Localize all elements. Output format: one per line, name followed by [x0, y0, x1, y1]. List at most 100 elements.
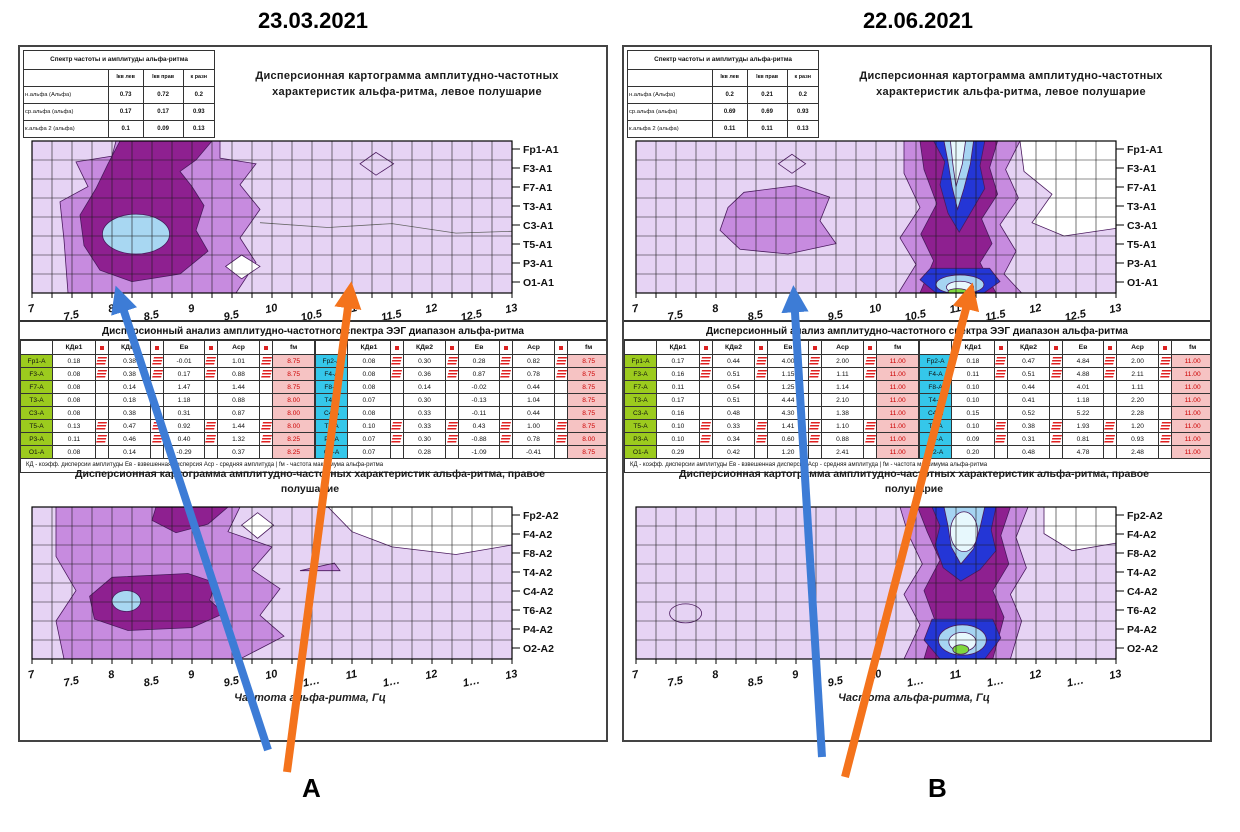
analysis-col-header: КДв1	[52, 340, 96, 355]
analysis-fm-value: 11.00	[876, 419, 919, 433]
analysis-value: 0.10	[951, 419, 995, 433]
cartogram-right-hemisphere-channel-label: Fp2-A2	[1127, 510, 1163, 522]
analysis-row: Fp1-A 0.18 0.38 -0.01 1.01 8.75	[20, 354, 315, 368]
analysis-value: 1.00	[511, 419, 556, 433]
analysis-marker-cell	[1158, 393, 1173, 407]
analysis-value: 4.88	[1062, 367, 1104, 381]
analysis-marker-cell	[698, 419, 713, 433]
cartogram-left-hemisphere-contour-4	[224, 254, 261, 280]
analysis-row: F3-A 0.16 0.51 1.15 1.11 11.00	[624, 367, 919, 381]
stats-table-title: Спектр частоты и амплитуды альфа-ритма	[23, 50, 215, 70]
cartogram-left-hemisphere-xtick: 7.5	[667, 308, 685, 323]
red-squiggle-icon	[1159, 357, 1171, 365]
analysis-marker-cell	[1158, 367, 1173, 381]
analysis-marker-header	[1049, 340, 1064, 355]
red-squiggle-icon	[391, 435, 403, 443]
left-hemisphere-chart-title: Дисперсионная картограмма амплитудно-час…	[859, 70, 1163, 98]
analysis-value: 0.51	[1006, 367, 1051, 381]
analysis-value: 4.84	[1062, 354, 1104, 368]
analysis-row: O1-A 0.29 0.42 1.20 2.41 11.00	[624, 445, 919, 459]
analysis-marker-header	[259, 340, 274, 355]
analysis-value: 0.08	[52, 367, 96, 381]
analysis-value: 0.14	[107, 445, 152, 459]
analysis-marker-cell	[150, 445, 165, 459]
analysis-marker-cell	[203, 367, 218, 381]
analysis-value: 0.08	[52, 380, 96, 394]
red-squiggle-icon	[96, 370, 108, 378]
analysis-marker-cell	[807, 380, 822, 394]
analysis-value: -0.29	[163, 445, 205, 459]
analysis-marker-cell	[94, 432, 109, 446]
analysis-fm-value: 8.75	[272, 380, 315, 394]
analysis-marker-cell	[1102, 380, 1117, 394]
analysis-fm-value: 8.75	[567, 419, 606, 433]
analysis-marker-cell	[203, 380, 218, 394]
stats-col-header: к разн	[786, 69, 820, 87]
cartogram-right-hemisphere-channel-label: T6-A2	[523, 605, 552, 617]
analysis-fm-value: 8.75	[567, 354, 606, 368]
analysis-marker-cell	[554, 432, 569, 446]
cartogram-right-hemisphere-contour-4	[111, 590, 142, 612]
red-squiggle-icon	[391, 357, 403, 365]
analysis-section: КДв1 КДв2 Ев Аср fм Fp1-A 0.17 0.44 4.00 2.00 11.0…	[624, 340, 1210, 473]
cartogram-right-hemisphere-channel-label: C4-A2	[1127, 586, 1158, 598]
analysis-channel-label: T5-A	[624, 419, 658, 433]
analysis-marker-header	[94, 340, 109, 355]
red-squiggle-icon	[995, 370, 1007, 378]
red-squiggle-icon	[1104, 435, 1116, 443]
stats-value: 0.2	[786, 86, 820, 104]
analysis-col-header: Аср	[820, 340, 865, 355]
red-squiggle-icon	[205, 357, 217, 365]
red-squiggle-icon	[809, 435, 821, 443]
cartogram-right-hemisphere-channel-label: T4-A2	[1127, 567, 1156, 579]
analysis-marker-cell	[498, 406, 513, 420]
cartogram-left-hemisphere-xtick: 10	[264, 302, 279, 316]
analysis-marker-cell	[259, 406, 274, 420]
red-squiggle-icon	[391, 370, 403, 378]
analysis-value: 0.08	[52, 393, 96, 407]
cartogram-right-hemisphere: 7 7.5 8 8.5 9 9.5 10 1… 11 1… 12 1… 13 Fp2-A2 F4-A2 F8-…	[632, 506, 1163, 690]
analysis-value: 0.82	[511, 354, 556, 368]
analysis-value: 1.14	[820, 380, 865, 394]
analysis-marker-cell	[389, 367, 404, 381]
analysis-row: T4-A 0.07 0.30 -0.13 1.04 8.75	[314, 393, 606, 407]
analysis-fm-value: 11.00	[876, 354, 919, 368]
red-squiggle-icon	[1159, 435, 1171, 443]
analysis-value: 0.08	[347, 406, 391, 420]
cartogram-right-hemisphere-xtick: 1…	[906, 674, 925, 689]
analysis-value: 2.10	[820, 393, 865, 407]
analysis-marker-cell	[259, 367, 274, 381]
analysis-value: 0.51	[711, 367, 756, 381]
analysis-col-header: КДв2	[107, 340, 152, 355]
dispersion-analysis-table-left: КДв1 КДв2 Ев Аср fм Fp1-A 0.18 0.38 -0.01 1.01 8.7…	[20, 340, 315, 459]
red-squiggle-icon	[500, 422, 512, 430]
red-squiggle-icon	[700, 370, 712, 378]
analysis-marker-cell	[203, 432, 218, 446]
red-squiggle-icon	[809, 422, 821, 430]
cartogram-right-hemisphere-xtick: 9	[187, 668, 196, 681]
analysis-row: F4-A 0.11 0.51 4.88 2.11 11.00	[918, 367, 1210, 381]
cartogram-left-hemisphere-xtick: 8	[107, 302, 116, 315]
analysis-value: 0.88	[216, 367, 261, 381]
analysis-col-header-fm: fм	[272, 340, 315, 355]
analysis-value: 0.30	[402, 354, 447, 368]
red-squiggle-icon	[809, 370, 821, 378]
analysis-marker-cell	[259, 393, 274, 407]
cartogram-left-hemisphere-xtick: 9.5	[827, 308, 845, 323]
stats-value: 0.21	[746, 86, 788, 104]
red-squiggle-icon	[755, 357, 767, 365]
analysis-marker-cell	[754, 367, 769, 381]
stats-value: 0.93	[182, 103, 216, 121]
stats-row-label: ср.альфа (альфа)	[23, 103, 109, 121]
analysis-col-header: Ев	[163, 340, 205, 355]
analysis-marker-cell	[554, 354, 569, 368]
analysis-marker-cell	[94, 393, 109, 407]
analysis-fm-value: 8.25	[272, 432, 315, 446]
analysis-row: F7-A 0.08 0.14 1.47 1.44 8.75	[20, 380, 315, 394]
analysis-section-title: Дисперсионный анализ амплитудно-частотно…	[20, 320, 606, 340]
analysis-value: -1.09	[458, 445, 500, 459]
analysis-marker-cell	[863, 419, 878, 433]
analysis-value: 5.22	[1062, 406, 1104, 420]
analysis-marker-cell	[498, 367, 513, 381]
analysis-value: 1.38	[820, 406, 865, 420]
